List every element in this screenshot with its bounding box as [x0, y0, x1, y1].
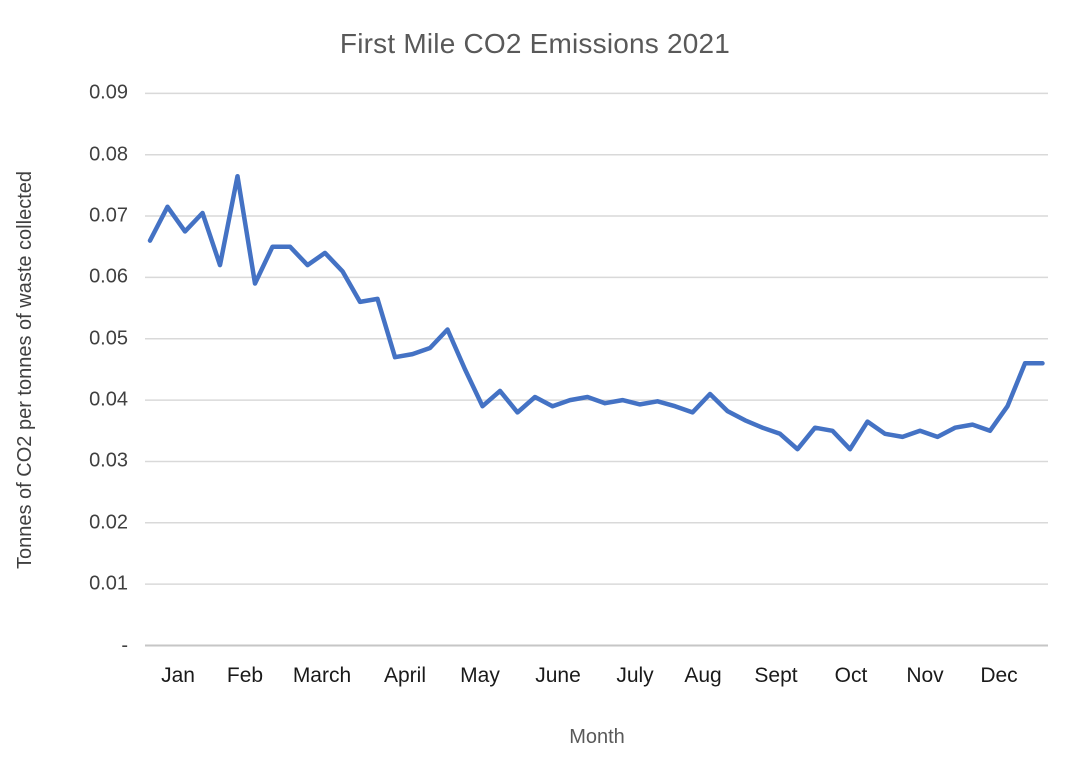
data-series-line — [147, 173, 1045, 452]
x-tick-label-march: March — [292, 664, 352, 687]
y-tick-label: 0.05 — [89, 327, 128, 350]
x-tick-label-sept: Sept — [754, 664, 798, 687]
x-tick-label-nov: Nov — [906, 664, 944, 687]
x-tick-label-dec: Dec — [980, 664, 1018, 687]
x-tick-label-jan: Jan — [161, 664, 195, 687]
y-tick-label: 0.03 — [89, 449, 128, 472]
y-tick-label: 0.07 — [89, 204, 128, 227]
x-tick-label-april: April — [383, 664, 426, 687]
y-tick-label: 0.08 — [89, 143, 128, 166]
y-tick-label: 0.06 — [89, 265, 128, 288]
y-tick-label: 0.09 — [89, 81, 128, 104]
y-tick-label: 0.02 — [89, 511, 128, 534]
chart-title: First Mile CO2 Emissions 2021 — [339, 28, 731, 59]
x-tick-label-may: May — [460, 664, 500, 687]
x-axis-title: Month — [569, 726, 625, 748]
x-tick-label-july: July — [616, 664, 654, 687]
x-tick-label-oct: Oct — [834, 664, 868, 687]
x-tick-label-feb: Feb — [226, 664, 264, 687]
x-tick-label-aug: Aug — [684, 664, 722, 687]
y-tick-label: 0.01 — [89, 572, 128, 595]
y-tick-label: - — [121, 634, 128, 656]
y-tick-label: 0.04 — [89, 388, 128, 411]
x-tick-label-june: June — [535, 664, 581, 687]
